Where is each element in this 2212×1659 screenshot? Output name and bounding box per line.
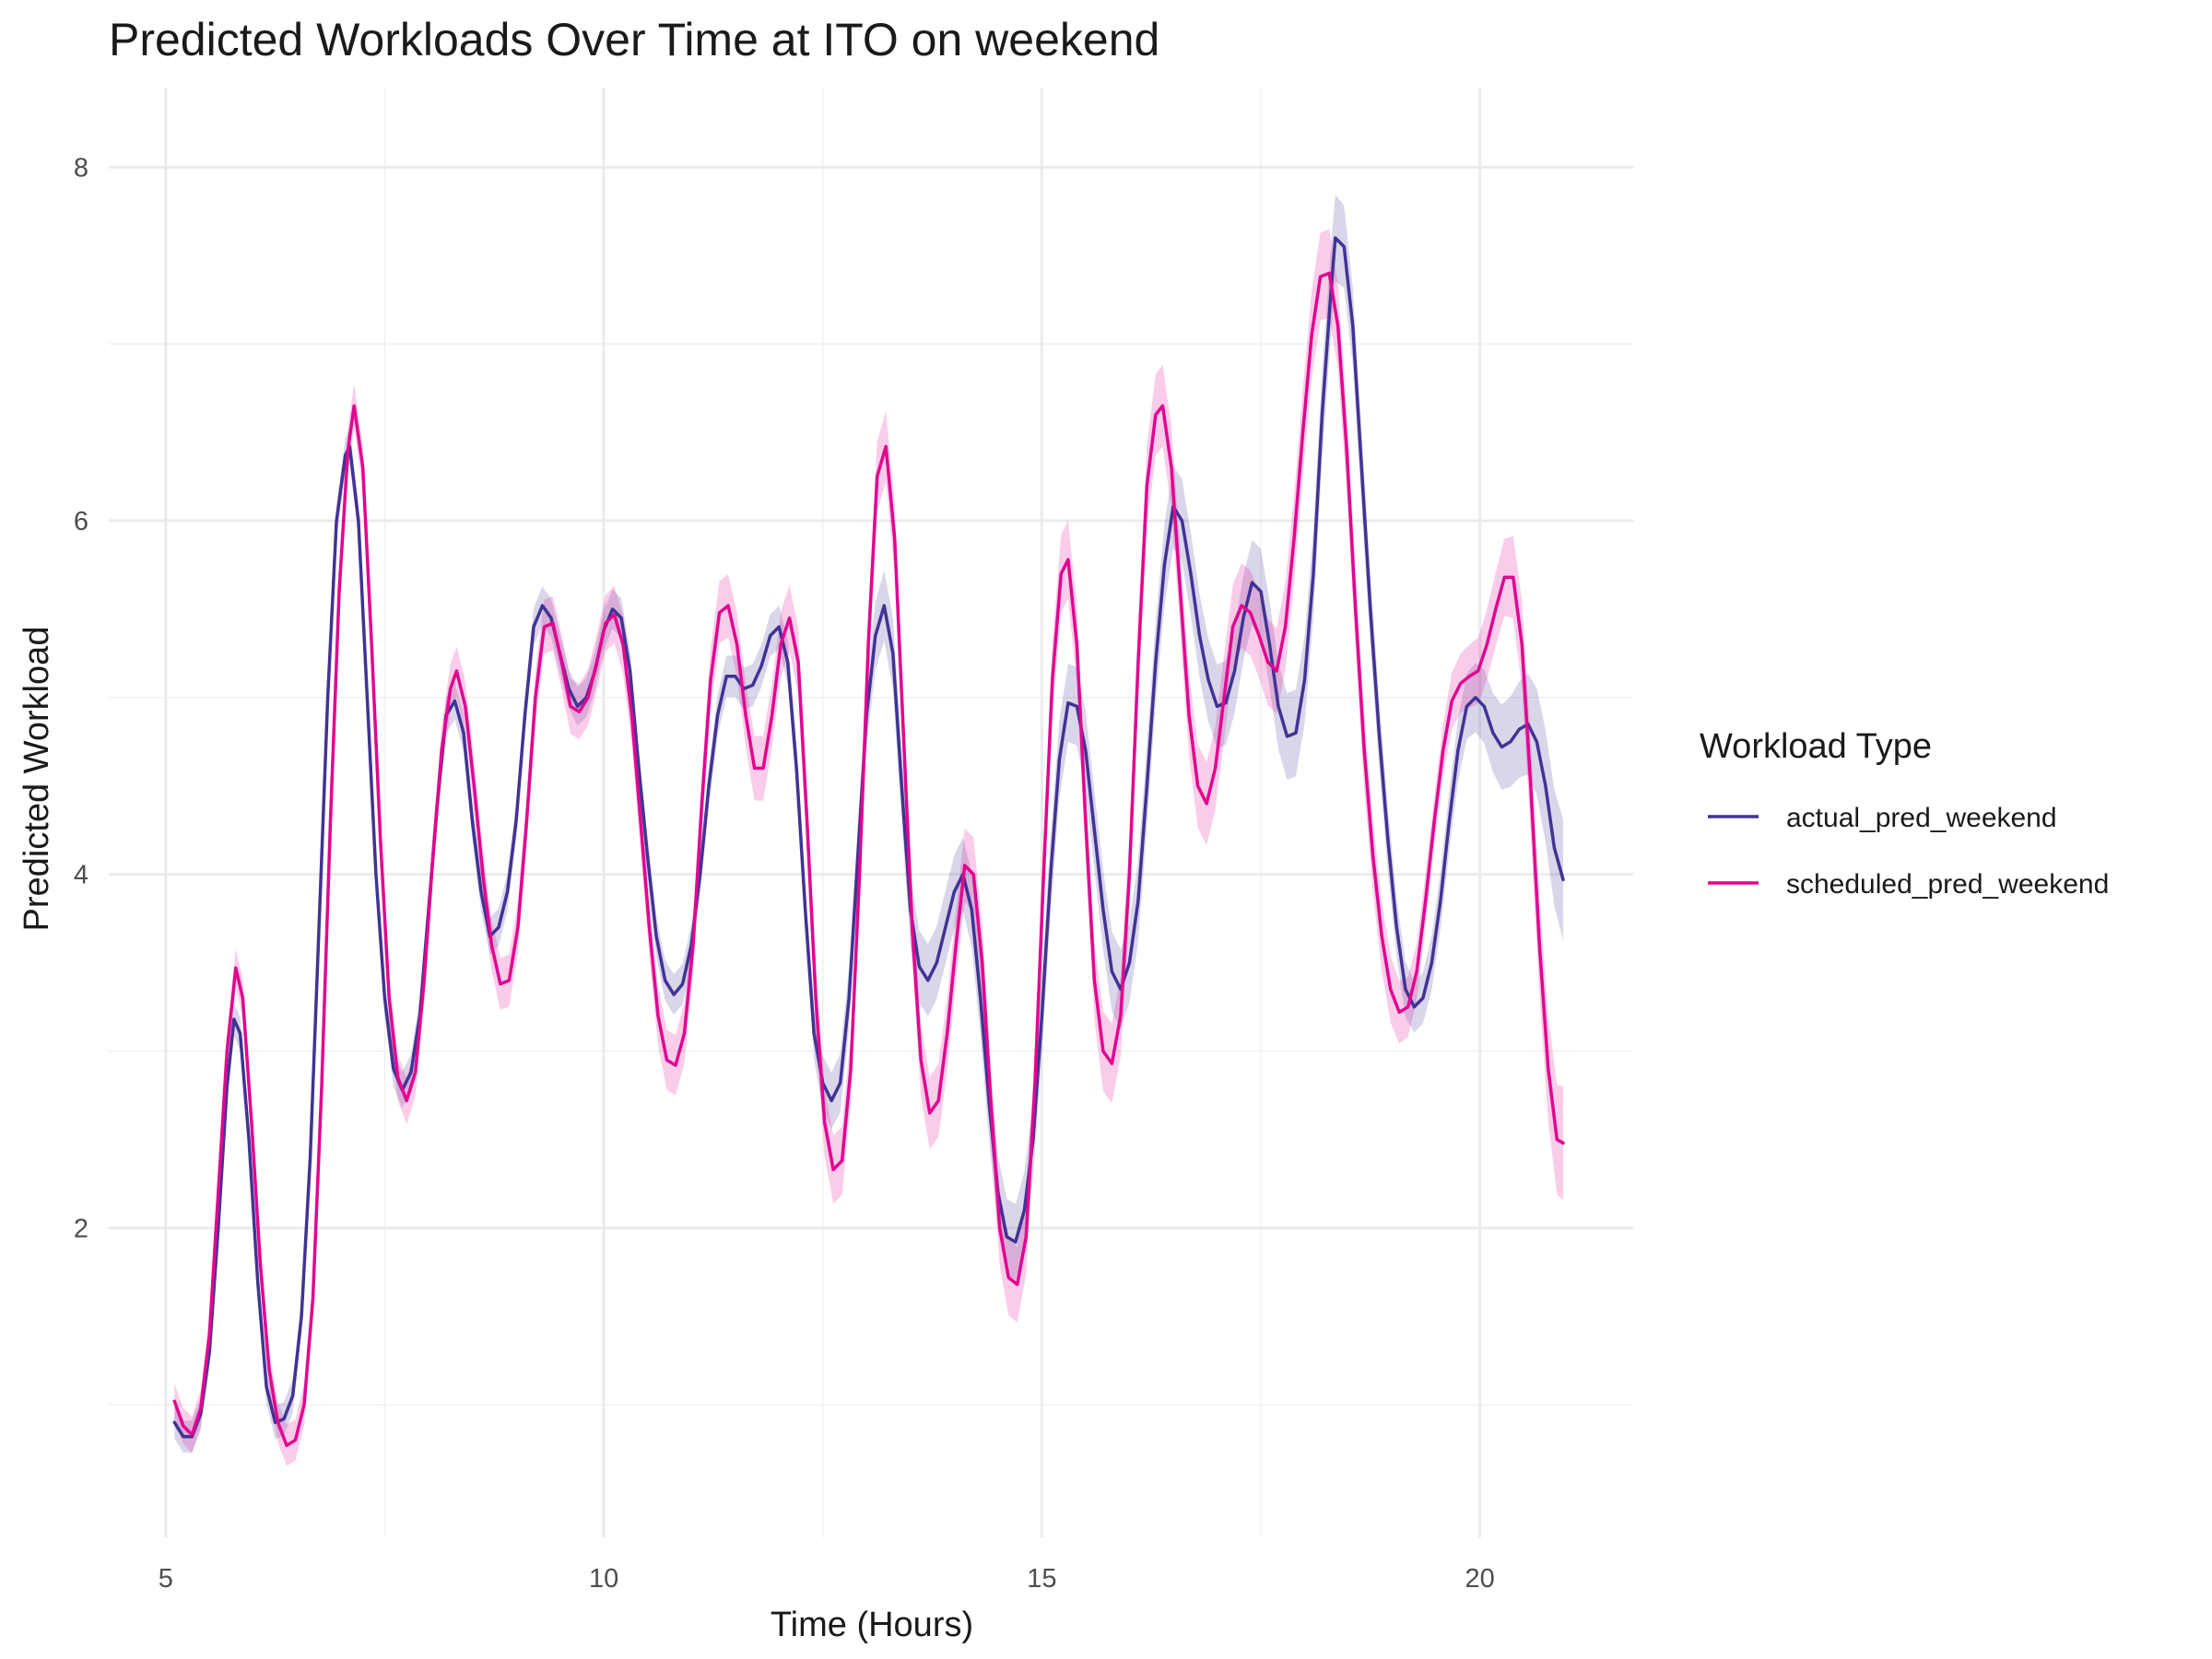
grid-minor: [109, 88, 1633, 1537]
series-lines: [172, 236, 1565, 1447]
legend-label-actual: actual_pred_weekend: [1786, 803, 2057, 833]
x-tick-label: 5: [159, 1564, 173, 1594]
legend-title: Workload Type: [1700, 727, 1932, 766]
y-tick-labels: 2 4 6 8: [74, 153, 88, 1243]
x-axis-title: Time (Hours): [771, 1606, 973, 1644]
line-actual_pred_weekend: [172, 236, 1565, 1439]
band-scheduled_pred_weekend: [174, 229, 1563, 1466]
legend: Workload Type actual_pred_weekend schedu…: [1700, 727, 2109, 900]
grid-major: [109, 88, 1633, 1537]
confidence-bands: [174, 194, 1563, 1466]
y-tick-label: 4: [74, 861, 88, 890]
x-tick-labels: 5 10 15 20: [159, 1564, 1495, 1594]
x-tick-label: 20: [1465, 1564, 1495, 1594]
y-tick-label: 8: [74, 153, 88, 182]
x-tick-label: 10: [589, 1564, 618, 1594]
line-scheduled_pred_weekend: [172, 271, 1565, 1447]
y-axis-title: Predicted Workload: [18, 627, 56, 932]
y-tick-label: 6: [74, 507, 88, 536]
chart-title: Predicted Workloads Over Time at ITO on …: [109, 14, 1159, 65]
x-tick-label: 15: [1027, 1564, 1056, 1594]
y-tick-label: 2: [74, 1214, 88, 1243]
legend-label-scheduled: scheduled_pred_weekend: [1786, 869, 2109, 900]
